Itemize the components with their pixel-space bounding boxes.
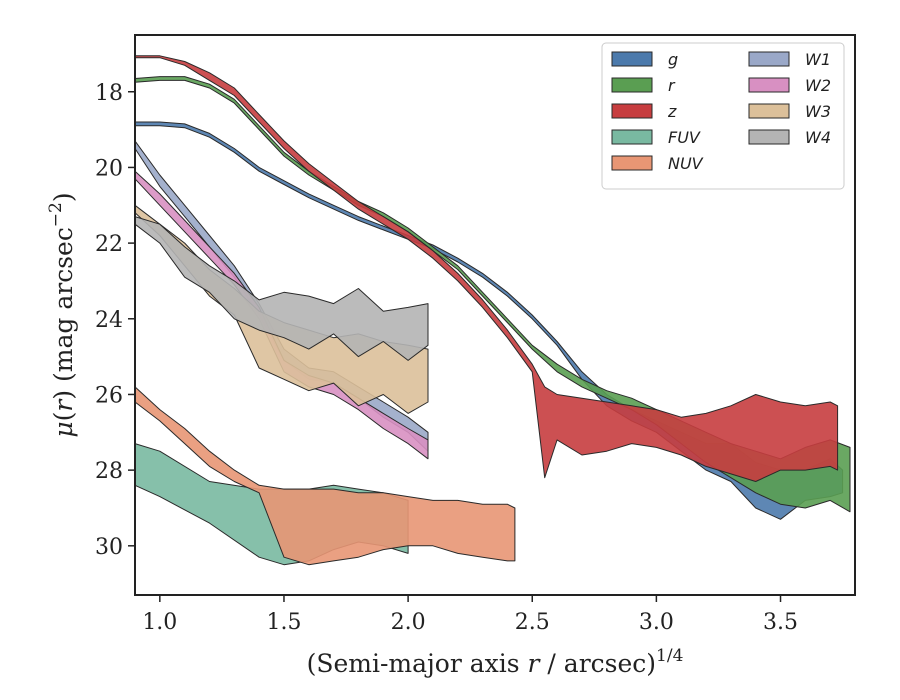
plot-frame (134, 34, 856, 596)
legend-item-r: r (611, 76, 676, 95)
x-axis-label: (Semi-major axis r / arcsec)1/4 (307, 646, 684, 678)
x-tick-label: 2.5 (515, 610, 550, 635)
legend-label: FUV (668, 128, 701, 147)
legend-item-w2: W2 (748, 76, 831, 95)
y-tick-label: 28 (95, 459, 123, 484)
legend-label: W2 (805, 76, 831, 95)
legend-label: z (667, 102, 677, 121)
legend: grz FUV NUV W1 W2 W3 W4 (601, 42, 845, 190)
band-w2 (134, 170, 429, 460)
x-tick-label: 1.5 (266, 610, 301, 635)
band-nuv (134, 386, 516, 566)
x-tick-label: 2.0 (391, 610, 426, 635)
legend-label: g (668, 50, 678, 69)
legend-item-nuv: NUV (611, 154, 704, 173)
legend-swatch (748, 103, 790, 119)
legend-swatch (748, 77, 790, 93)
legend-swatch (611, 155, 653, 171)
legend-item-w4: W4 (748, 128, 831, 147)
legend-swatch (611, 103, 653, 119)
y-axis-label: μ(r) (mag arcsec−2) (46, 192, 78, 437)
legend-item-z: z (611, 102, 677, 121)
legend-swatch (611, 51, 653, 67)
y-tick-label: 22 (95, 232, 123, 257)
legend-label: W1 (805, 50, 831, 69)
legend-item-g: g (611, 50, 678, 69)
legend-item-w3: W3 (748, 102, 831, 121)
x-axis-ticks: 1.0 1.5 2.0 2.5 3.0 3.5 (142, 595, 798, 635)
legend-label: W4 (805, 128, 831, 147)
legend-label: r (668, 76, 676, 95)
y-tick-label: 30 (95, 535, 123, 560)
y-tick-label: 18 (95, 81, 123, 106)
legend-swatch (748, 51, 790, 67)
x-tick-label: 3.5 (763, 610, 798, 635)
band-z (134, 55, 839, 482)
profile-bands (134, 55, 851, 566)
band-w4 (134, 216, 429, 361)
legend-swatch (748, 129, 790, 145)
y-tick-label: 26 (95, 383, 123, 408)
y-tick-label: 24 (95, 308, 123, 333)
legend-item-w1: W1 (748, 50, 831, 69)
legend-swatch (611, 129, 653, 145)
y-tick-label: 20 (95, 156, 123, 181)
legend-label: NUV (668, 154, 704, 173)
legend-swatch (611, 77, 653, 93)
legend-item-fuv: FUV (611, 128, 701, 147)
x-tick-label: 1.0 (142, 610, 177, 635)
legend-label: W3 (805, 102, 831, 121)
x-tick-label: 3.0 (639, 610, 674, 635)
y-axis-ticks: 18 20 22 24 26 28 30 (95, 81, 135, 560)
